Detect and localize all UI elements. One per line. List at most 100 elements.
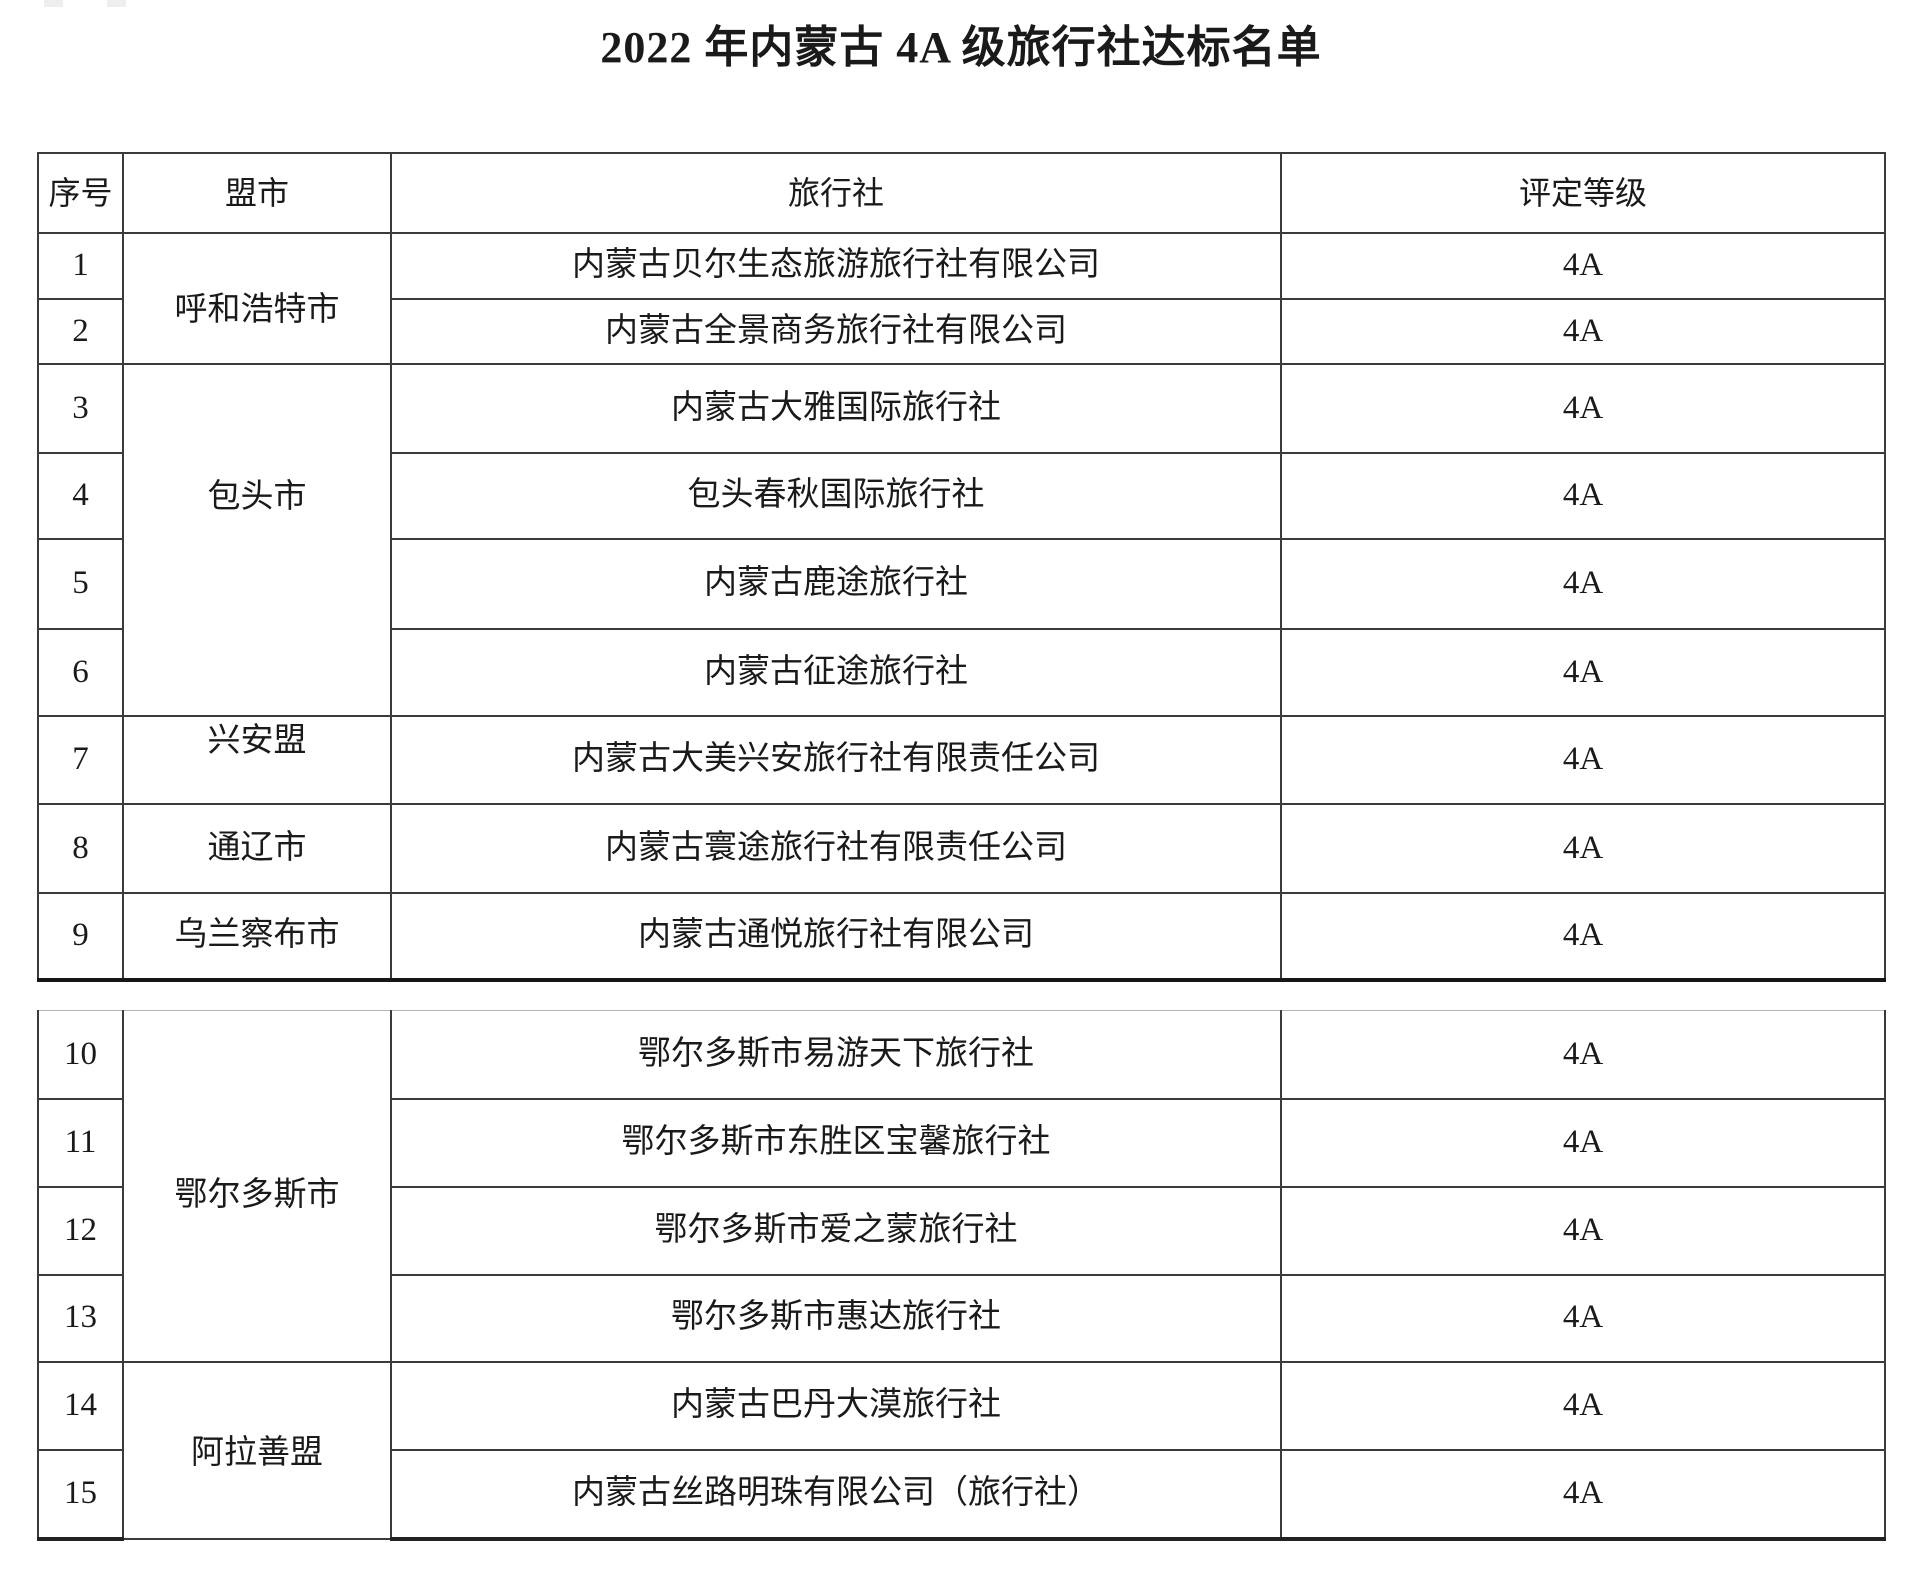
city-name-cell: 通辽市 <box>122 803 392 894</box>
rating-value: 4A <box>1562 1035 1604 1072</box>
row-number-cell: 6 <box>37 628 124 717</box>
column-header-label: 评定等级 <box>1518 175 1647 211</box>
rating-value-cell: 4A <box>1280 1097 1886 1188</box>
rating-value: 4A <box>1562 917 1604 954</box>
agency-name: 内蒙古通悦旅行社有限公司 <box>638 917 1034 954</box>
rating-value: 4A <box>1562 653 1604 690</box>
table-row: 6 内蒙古征途旅行社 4A <box>37 628 1886 717</box>
rating-value-cell: 4A <box>1280 1448 1886 1541</box>
agency-name-cell: 内蒙古大美兴安旅行社有限责任公司 <box>390 715 1282 805</box>
table-row: 9 乌兰察布市 内蒙古通悦旅行社有限公司 4A <box>37 892 1886 982</box>
city-name-cell: 鄂尔多斯市 <box>122 1010 392 1363</box>
row-number: 7 <box>72 741 89 778</box>
city-name: 乌兰察布市 <box>174 917 340 954</box>
column-header-label: 旅行社 <box>787 175 884 211</box>
scan-artifact <box>107 0 126 7</box>
agency-name: 内蒙古寰途旅行社有限责任公司 <box>605 829 1067 866</box>
ratings-table-upper: 序号 盟市 旅行社 评定等级 1 呼和浩特市 内蒙古贝尔生态旅游旅行社有限公司 4A 2… <box>37 152 1886 982</box>
row-number: 3 <box>72 389 89 426</box>
row-number-cell: 8 <box>37 803 124 894</box>
rating-value: 4A <box>1562 312 1604 349</box>
column-header-agency: 旅行社 <box>390 152 1282 234</box>
row-number-cell: 7 <box>37 715 124 805</box>
table-row: 13 鄂尔多斯市惠达旅行社 4A <box>37 1273 1886 1363</box>
table-row: 5 内蒙古鹿途旅行社 4A <box>37 538 1886 630</box>
rating-value-cell: 4A <box>1280 1185 1886 1276</box>
rating-value: 4A <box>1562 829 1604 866</box>
agency-name-cell: 鄂尔多斯市东胜区宝馨旅行社 <box>390 1097 1282 1188</box>
agency-name: 内蒙古全景商务旅行社有限公司 <box>605 312 1067 349</box>
rating-value: 4A <box>1562 1386 1604 1423</box>
row-number-cell: 14 <box>37 1360 124 1451</box>
rating-value: 4A <box>1562 1123 1604 1160</box>
agency-name: 内蒙古鹿途旅行社 <box>704 565 968 602</box>
agency-name-cell: 内蒙古巴丹大漠旅行社 <box>390 1360 1282 1451</box>
agency-name-cell: 鄂尔多斯市爱之蒙旅行社 <box>390 1185 1282 1276</box>
agency-name: 内蒙古大美兴安旅行社有限责任公司 <box>572 741 1100 778</box>
agency-name-cell: 内蒙古贝尔生态旅游旅行社有限公司 <box>390 232 1282 300</box>
row-number-cell: 5 <box>37 538 124 630</box>
agency-name-cell: 包头春秋国际旅行社 <box>390 452 1282 540</box>
table-row: 7 兴安盟 内蒙古大美兴安旅行社有限责任公司 4A <box>37 715 1886 805</box>
table-row: 12 鄂尔多斯市爱之蒙旅行社 4A <box>37 1185 1886 1276</box>
rating-value: 4A <box>1562 741 1604 778</box>
row-number-cell: 15 <box>37 1448 124 1541</box>
rating-value: 4A <box>1562 389 1604 426</box>
rating-value-cell: 4A <box>1280 452 1886 540</box>
row-number: 9 <box>72 917 89 954</box>
row-number: 14 <box>64 1386 97 1423</box>
agency-name: 内蒙古征途旅行社 <box>704 653 968 690</box>
row-number: 4 <box>72 477 89 514</box>
column-header-label: 序号 <box>48 175 113 211</box>
row-number: 6 <box>72 653 89 690</box>
table-row: 14 阿拉善盟 内蒙古巴丹大漠旅行社 4A <box>37 1360 1886 1540</box>
city-name: 阿拉善盟 <box>191 1435 323 1472</box>
column-header-index: 序号 <box>37 152 124 234</box>
rating-value-cell: 4A <box>1280 1273 1886 1363</box>
agency-name-cell: 内蒙古寰途旅行社有限责任公司 <box>390 803 1282 894</box>
rating-value-cell: 4A <box>1280 1360 1886 1451</box>
city-name-cell: 乌兰察布市 <box>122 892 392 982</box>
agency-name-cell: 鄂尔多斯市易游天下旅行社 <box>390 1010 1282 1100</box>
row-number: 8 <box>72 829 89 866</box>
row-number: 5 <box>72 565 89 602</box>
agency-name: 鄂尔多斯市东胜区宝馨旅行社 <box>621 1123 1051 1160</box>
table-row: 15 内蒙古丝路明珠有限公司（旅行社） 4A <box>37 1448 1886 1541</box>
city-name-cell: 兴安盟 <box>122 715 392 805</box>
agency-name: 鄂尔多斯市爱之蒙旅行社 <box>654 1211 1018 1248</box>
rating-value: 4A <box>1562 1474 1604 1511</box>
rating-value-cell: 4A <box>1280 803 1886 894</box>
row-number-cell: 10 <box>37 1010 124 1100</box>
rating-value-cell: 4A <box>1280 628 1886 717</box>
city-name-cell: 阿拉善盟 <box>122 1360 392 1540</box>
agency-name-cell: 内蒙古征途旅行社 <box>390 628 1282 717</box>
row-number-cell: 13 <box>37 1273 124 1363</box>
column-header-rating: 评定等级 <box>1280 152 1886 234</box>
row-number: 10 <box>64 1035 97 1072</box>
table-row: 3 包头市 内蒙古大雅国际旅行社 4A <box>37 363 1886 717</box>
row-number-cell: 3 <box>37 363 124 454</box>
rating-value-cell: 4A <box>1280 298 1886 365</box>
agency-name-cell: 鄂尔多斯市惠达旅行社 <box>390 1273 1282 1363</box>
ratings-table-lower: 10 鄂尔多斯市 鄂尔多斯市易游天下旅行社 4A 11 鄂尔多斯市东胜区宝馨旅行社 4A 12… <box>37 1010 1886 1541</box>
rating-value-cell: 4A <box>1280 892 1886 982</box>
row-number: 1 <box>72 247 89 284</box>
rating-value-cell: 4A <box>1280 363 1886 454</box>
rating-value: 4A <box>1562 1211 1604 1248</box>
table-row: 10 鄂尔多斯市 鄂尔多斯市易游天下旅行社 4A <box>37 1010 1886 1363</box>
row-number-cell: 11 <box>37 1097 124 1188</box>
page-title: 2022 年内蒙古 4A 级旅行社达标名单 <box>600 23 1322 72</box>
agency-name: 内蒙古巴丹大漠旅行社 <box>671 1386 1001 1423</box>
scan-artifact <box>44 0 63 7</box>
city-name: 鄂尔多斯市 <box>174 1177 340 1214</box>
agency-name-cell: 内蒙古鹿途旅行社 <box>390 538 1282 630</box>
city-name-cell: 包头市 <box>122 363 392 717</box>
city-name-cell: 呼和浩特市 <box>122 232 392 365</box>
row-number-cell: 1 <box>37 232 124 300</box>
row-number: 13 <box>64 1299 97 1336</box>
table-row: 11 鄂尔多斯市东胜区宝馨旅行社 4A <box>37 1097 1886 1188</box>
row-number-cell: 4 <box>37 452 124 540</box>
table-row: 1 呼和浩特市 内蒙古贝尔生态旅游旅行社有限公司 4A <box>37 232 1886 365</box>
row-number-cell: 2 <box>37 298 124 365</box>
